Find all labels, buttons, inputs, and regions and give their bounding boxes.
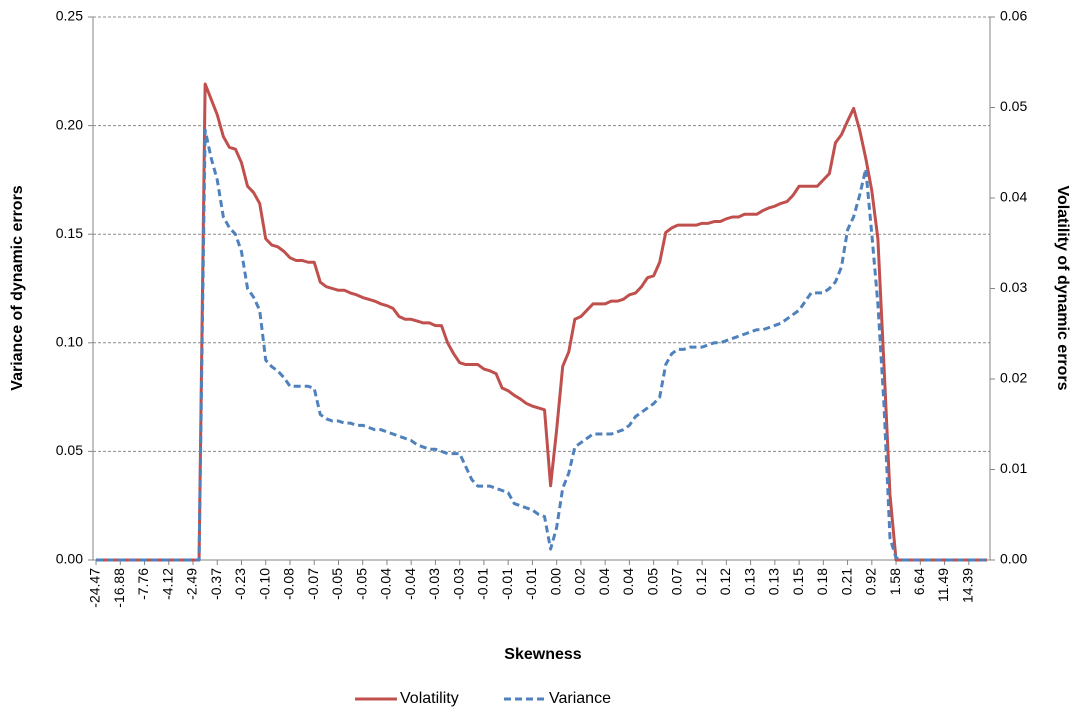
x-tick-label: 0.12 [717, 568, 733, 595]
x-tick-label: 0.12 [693, 568, 709, 595]
series-line [96, 82, 987, 562]
legend-label: Volatility [400, 690, 459, 707]
x-tick-label: 0.05 [644, 568, 660, 595]
x-tick-label: -0.01 [523, 568, 539, 600]
x-tick-label: -16.88 [111, 568, 127, 608]
x-tick-label: -0.05 [329, 568, 345, 600]
x-tick-label: 0.07 [669, 568, 685, 595]
x-tick-label: 0.18 [814, 568, 830, 595]
x-tick-label: -2.49 [184, 568, 200, 600]
x-tick-label: -0.04 [378, 568, 394, 600]
x-tick-label: 0.00 [547, 568, 563, 595]
x-tick-label: 14.39 [959, 568, 975, 603]
x-tick-label: -0.01 [499, 568, 515, 600]
x-tick-label: -4.12 [159, 568, 175, 600]
x-axis-title: Skewness [504, 646, 581, 663]
x-tick-label: -0.03 [450, 568, 466, 600]
y-tick-label: 0.15 [56, 225, 83, 241]
y-tick-label: 0.25 [56, 8, 83, 24]
x-tick-label: 0.04 [620, 568, 636, 595]
x-tick-label: 0.21 [838, 568, 854, 595]
x-tick-label: -0.07 [305, 568, 321, 600]
y2-axis-title: Volatility of dynamic errors [1054, 185, 1071, 390]
x-tick-label: 11.49 [935, 568, 951, 602]
x-tick-label: 0.13 [766, 568, 782, 595]
x-tick-label: 0.15 [790, 568, 806, 595]
x-tick-label: 1.58 [887, 568, 903, 595]
y-tick-label: 0.20 [56, 116, 83, 132]
y2-tick-label: 0.00 [1000, 551, 1027, 567]
x-tick-label: -7.76 [135, 568, 151, 600]
x-tick-label: -0.05 [353, 568, 369, 600]
x-tick-label: 0.13 [741, 568, 757, 595]
x-tick-label: 6.64 [911, 568, 927, 595]
y-axis-title: Variance of dynamic errors [9, 185, 26, 391]
y-tick-label: 0.10 [56, 334, 83, 350]
x-tick-label: -0.08 [281, 568, 297, 600]
x-tick-label: -0.01 [475, 568, 491, 600]
x-tick-label: 0.02 [572, 568, 588, 595]
series-line [96, 128, 987, 562]
x-tick-label: -0.04 [402, 568, 418, 600]
legend-label: Variance [549, 690, 611, 707]
y2-tick-label: 0.01 [1000, 460, 1027, 476]
x-tick-label: -0.37 [208, 568, 224, 600]
y2-tick-label: 0.03 [1000, 279, 1027, 295]
y2-tick-label: 0.06 [1000, 8, 1027, 24]
x-tick-label: 0.92 [863, 568, 879, 595]
x-tick-label: -0.23 [232, 568, 248, 600]
y-tick-label: 0.00 [56, 551, 83, 567]
x-tick-label: 0.04 [596, 568, 612, 595]
y2-tick-label: 0.02 [1000, 370, 1027, 386]
x-tick-label: -24.47 [87, 568, 103, 608]
y2-tick-label: 0.05 [1000, 98, 1027, 114]
x-tick-label: -0.03 [426, 568, 442, 600]
y-tick-label: 0.05 [56, 442, 83, 458]
x-tick-label: -0.10 [256, 568, 272, 600]
y2-tick-label: 0.04 [1000, 189, 1027, 205]
